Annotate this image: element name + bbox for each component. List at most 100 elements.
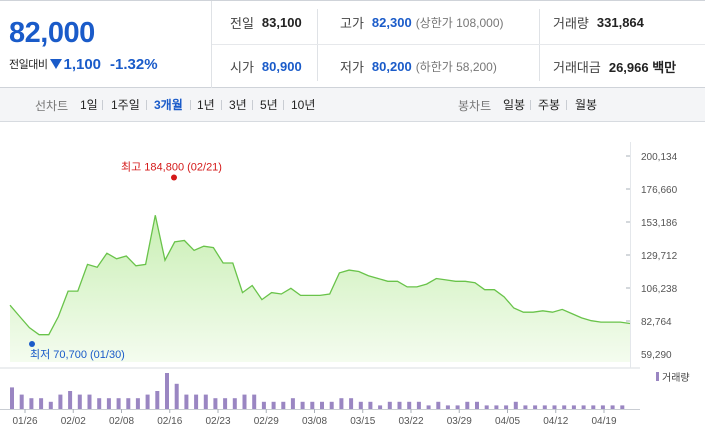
volume-bar xyxy=(542,405,547,409)
volume-bar xyxy=(252,394,257,409)
volume-bar xyxy=(203,394,208,409)
period-toolbar: 선차트 1일 1주일 3개월 1년 3년 5년 10년 봉차트 일봉 주봉 월봉 xyxy=(0,88,705,122)
period-1w[interactable]: 1주일 xyxy=(111,98,140,112)
volume-bar xyxy=(407,401,412,409)
volume-bar xyxy=(416,401,421,409)
period-1d[interactable]: 1일 xyxy=(80,98,98,112)
x-tick-label: 03/08 xyxy=(302,416,327,427)
high-value: 82,300 xyxy=(371,15,412,30)
divider xyxy=(317,9,318,81)
x-tick-label: 02/23 xyxy=(205,416,230,427)
x-tick-label: 03/29 xyxy=(447,416,472,427)
candle-weekly[interactable]: 주봉 xyxy=(538,98,561,112)
divider xyxy=(212,44,705,45)
volume-bar xyxy=(455,405,460,409)
volume-label: 거래량 xyxy=(553,16,589,31)
volume-bar xyxy=(610,405,615,409)
volume-bar xyxy=(387,401,392,409)
high-cell: 고가 82,300 (상한가 108,000) xyxy=(340,1,504,44)
change-percent: -1.32% xyxy=(110,55,158,73)
line-chart-label: 선차트 xyxy=(35,99,69,113)
amount-cell: 거래대금 26,966 백만 xyxy=(553,45,676,88)
y-tick-label: 129,712 xyxy=(641,251,678,262)
divider xyxy=(221,100,222,110)
x-tick-label: 02/02 xyxy=(61,416,86,427)
volume-bar xyxy=(571,405,576,409)
amount-label: 거래대금 xyxy=(553,60,601,75)
volume-bar xyxy=(77,394,82,409)
period-3y[interactable]: 3년 xyxy=(229,98,247,112)
current-price-box: 82,000 전일대비 1,100 -1.32% xyxy=(0,1,212,88)
volume-bar xyxy=(339,398,344,409)
low-marker xyxy=(29,340,35,347)
period-10y[interactable]: 10년 xyxy=(291,98,316,112)
open-cell: 시가 80,900 xyxy=(230,45,302,88)
volume-bar xyxy=(223,398,228,409)
x-tick-label: 02/29 xyxy=(254,416,279,427)
divider xyxy=(252,100,253,110)
prev-close-value: 83,100 xyxy=(261,15,302,30)
volume-bar xyxy=(290,398,295,409)
volume-bar xyxy=(378,405,383,409)
open-value: 80,900 xyxy=(261,59,302,74)
divider xyxy=(566,100,567,110)
volume-bar xyxy=(281,401,286,409)
volume-bar xyxy=(552,405,557,409)
volume-bar xyxy=(310,401,315,409)
x-tick-label: 04/12 xyxy=(543,416,568,427)
volume-legend: 거래량 xyxy=(656,372,690,384)
candle-monthly[interactable]: 월봉 xyxy=(575,98,598,112)
volume-bar xyxy=(436,401,441,409)
volume-bar xyxy=(87,394,92,409)
volume-bar xyxy=(165,373,169,409)
volume-bar xyxy=(513,401,518,409)
y-tick-label: 200,134 xyxy=(641,152,678,163)
period-1y[interactable]: 1년 xyxy=(197,98,215,112)
volume-bar xyxy=(68,391,73,409)
x-tick-label: 01/26 xyxy=(12,416,37,427)
low-annotation: 최저 70,700 (01/30) xyxy=(30,348,125,361)
amount-value: 26,966 백만 xyxy=(608,60,677,75)
volume-bar xyxy=(126,398,131,409)
volume-bar xyxy=(533,405,538,409)
change-amount: 1,100 xyxy=(63,55,102,73)
low-label: 저가 xyxy=(340,60,364,75)
open-label: 시가 xyxy=(230,60,254,75)
volume-bar xyxy=(29,398,34,409)
price-line xyxy=(9,215,631,336)
volume-bar xyxy=(232,398,237,409)
low-cell: 저가 80,200 (하한가 58,200) xyxy=(340,45,497,88)
low-value: 80,200 xyxy=(371,59,412,74)
divider xyxy=(102,100,103,110)
quote-summary: 82,000 전일대비 1,100 -1.32% 전일 83,100 고가 82… xyxy=(0,0,705,88)
volume-bar xyxy=(58,394,63,409)
volume-bar xyxy=(19,394,24,409)
y-tick-label: 153,186 xyxy=(641,218,678,229)
chart-grid xyxy=(0,142,640,410)
candle-chart-label: 봉차트 xyxy=(458,99,492,113)
volume-bar xyxy=(504,405,509,409)
volume-bar xyxy=(194,394,199,409)
high-annotation: 최고 184,800 (02/21) xyxy=(121,161,222,174)
candle-daily[interactable]: 일봉 xyxy=(503,98,526,112)
high-marker xyxy=(171,174,177,181)
x-tick-label: 02/08 xyxy=(109,416,134,427)
chart-annotations: 최고 184,800 (02/21) 최저 70,700 (01/30) xyxy=(29,161,222,361)
change-label: 전일대비 xyxy=(9,59,48,71)
volume-bar xyxy=(562,405,567,409)
y-tick-label: 106,238 xyxy=(641,284,678,295)
x-axis: 01/26 02/02 02/08 02/16 02/23 02/29 03/08 03/15… xyxy=(12,409,617,427)
prev-close-label: 전일 xyxy=(230,16,254,31)
x-tick-label: 02/16 xyxy=(157,416,182,427)
volume-bar xyxy=(106,398,111,409)
volume-bars xyxy=(10,373,625,409)
volume-bar xyxy=(39,398,44,409)
volume-bar xyxy=(349,398,354,409)
period-3m[interactable]: 3개월 xyxy=(154,98,183,112)
volume-bar xyxy=(97,398,102,409)
period-5y[interactable]: 5년 xyxy=(260,98,278,112)
volume-bar xyxy=(320,401,324,409)
volume-bar xyxy=(591,405,596,409)
volume-bar xyxy=(184,394,189,409)
